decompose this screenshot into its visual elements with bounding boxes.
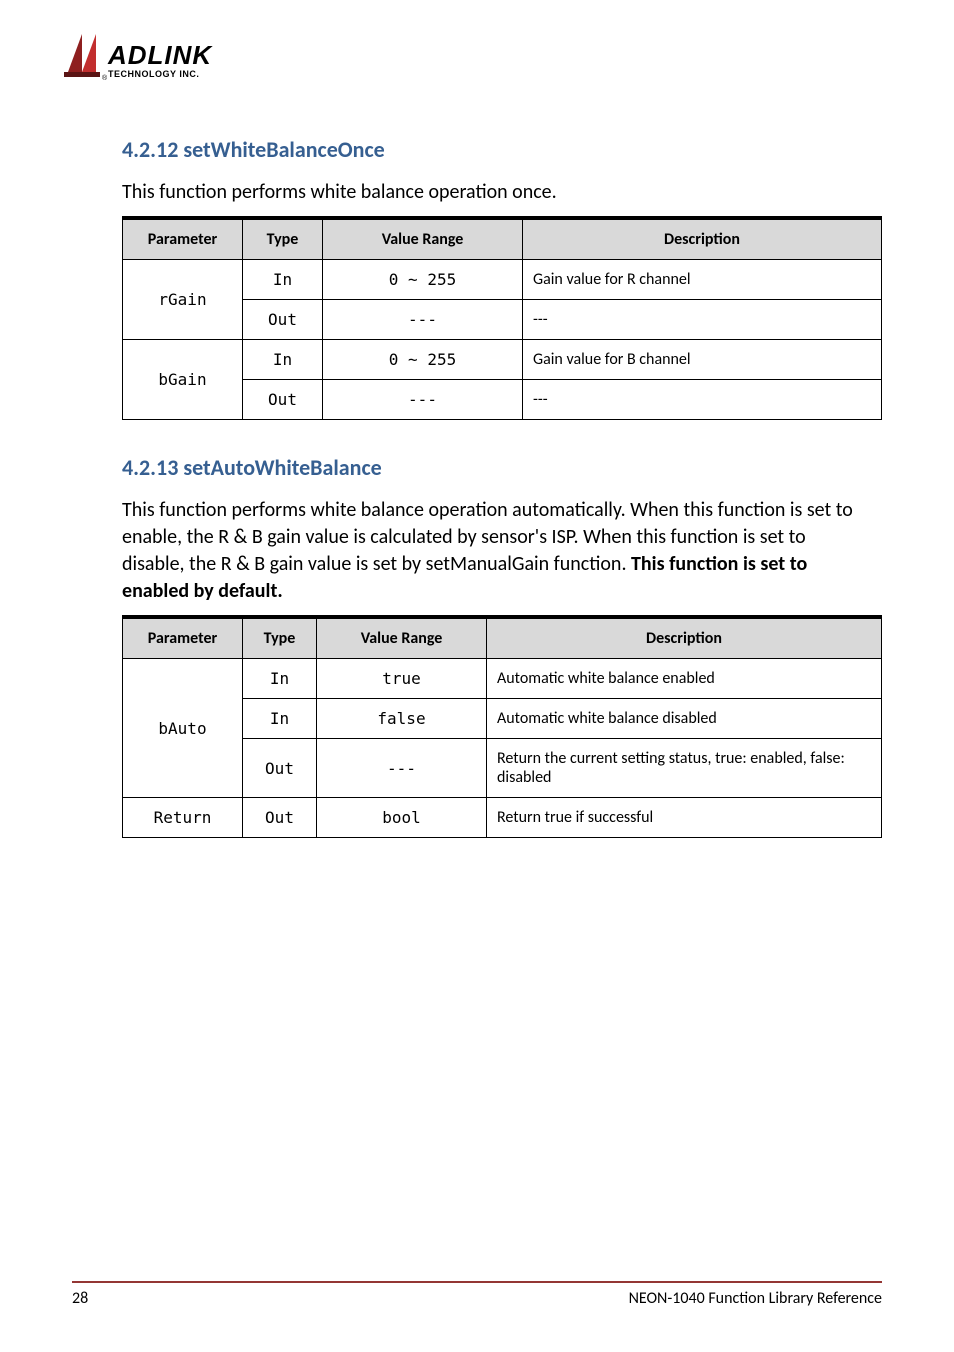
brand-logo: ADLINK TECHNOLOGY INC. ® bbox=[62, 28, 262, 89]
cell-desc: Automatic white balance disabled bbox=[487, 699, 882, 739]
cell-range: --- bbox=[317, 739, 487, 798]
col-parameter: Parameter bbox=[123, 617, 243, 659]
footer-page-number: 28 bbox=[72, 1289, 88, 1308]
table-row: rGain In 0 ~ 255 Gain value for R channe… bbox=[123, 260, 882, 300]
cell-param: bGain bbox=[123, 340, 243, 420]
cell-desc: Return the current setting status, true:… bbox=[487, 739, 882, 798]
logo-reg-mark: ® bbox=[102, 74, 108, 82]
cell-type: In bbox=[243, 260, 323, 300]
logo-text-sub: TECHNOLOGY INC. bbox=[108, 69, 199, 79]
cell-range: bool bbox=[317, 798, 487, 838]
table-row: bGain In 0 ~ 255 Gain value for B channe… bbox=[123, 340, 882, 380]
cell-type: Out bbox=[243, 739, 317, 798]
cell-range: --- bbox=[323, 380, 523, 420]
cell-param: rGain bbox=[123, 260, 243, 340]
col-type: Type bbox=[243, 218, 323, 260]
logo-mark bbox=[64, 34, 100, 77]
cell-type: Out bbox=[243, 300, 323, 340]
col-desc: Description bbox=[487, 617, 882, 659]
col-desc: Description bbox=[523, 218, 882, 260]
col-range: Value Range bbox=[317, 617, 487, 659]
table-row: Return Out bool Return true if successfu… bbox=[123, 798, 882, 838]
col-range: Value Range bbox=[323, 218, 523, 260]
cell-desc: Return true if successful bbox=[487, 798, 882, 838]
cell-desc: --- bbox=[523, 380, 882, 420]
section-heading: 4.2.12 setWhiteBalanceOnce bbox=[122, 136, 882, 163]
cell-type: Out bbox=[243, 798, 317, 838]
logo-text-main: ADLINK bbox=[107, 40, 213, 70]
cell-type: In bbox=[243, 699, 317, 739]
cell-range: 0 ~ 255 bbox=[323, 340, 523, 380]
cell-range: true bbox=[317, 659, 487, 699]
table-header-row: Parameter Type Value Range Description bbox=[123, 617, 882, 659]
cell-range: 0 ~ 255 bbox=[323, 260, 523, 300]
cell-param: Return bbox=[123, 798, 243, 838]
footer-doc-title: NEON-1040 Function Library Reference bbox=[629, 1289, 882, 1308]
cell-type: In bbox=[243, 659, 317, 699]
parameter-table: Parameter Type Value Range Description r… bbox=[122, 216, 882, 420]
cell-desc: Gain value for R channel bbox=[523, 260, 882, 300]
col-parameter: Parameter bbox=[123, 218, 243, 260]
cell-desc: Automatic white balance enabled bbox=[487, 659, 882, 699]
table-header-row: Parameter Type Value Range Description bbox=[123, 218, 882, 260]
cell-type: In bbox=[243, 340, 323, 380]
section-paragraph: This function performs white balance ope… bbox=[122, 497, 872, 605]
cell-range: --- bbox=[323, 300, 523, 340]
parameter-table: Parameter Type Value Range Description b… bbox=[122, 615, 882, 838]
cell-range: false bbox=[317, 699, 487, 739]
cell-type: Out bbox=[243, 380, 323, 420]
table-row: bAuto In true Automatic white balance en… bbox=[123, 659, 882, 699]
page-content: 4.2.12 setWhiteBalanceOnce This function… bbox=[72, 136, 882, 838]
cell-desc: Gain value for B channel bbox=[523, 340, 882, 380]
section-heading: 4.2.13 setAutoWhiteBalance bbox=[122, 454, 882, 481]
section-paragraph: This function performs white balance ope… bbox=[122, 179, 872, 206]
page-footer: 28 NEON-1040 Function Library Reference bbox=[72, 1281, 882, 1308]
col-type: Type bbox=[243, 617, 317, 659]
cell-param: bAuto bbox=[123, 659, 243, 798]
cell-desc: --- bbox=[523, 300, 882, 340]
